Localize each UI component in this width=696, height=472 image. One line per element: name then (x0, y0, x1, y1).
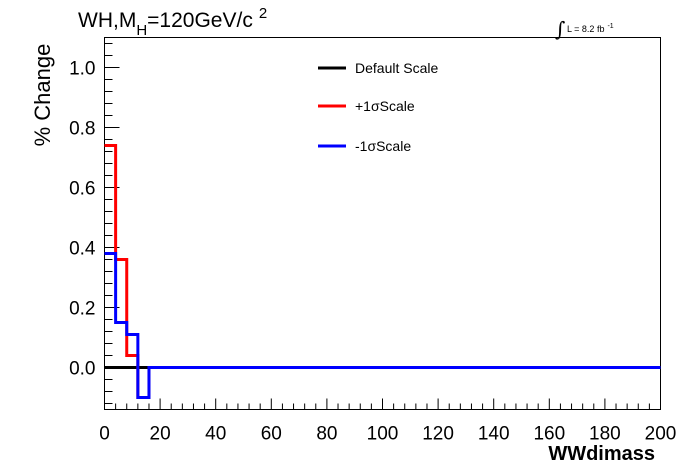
y-axis-label: % Change (30, 44, 55, 147)
x-axis-label: WWdimass (548, 443, 655, 465)
lumi-label: L = 8.2 fb -1 (567, 23, 614, 34)
y-tick-label: 0.4 (69, 239, 96, 260)
x-tick-label: 140 (478, 424, 510, 445)
y-tick-label: 0.6 (69, 179, 95, 200)
series-line-1 (104, 144, 661, 399)
x-tick-label: 100 (367, 424, 399, 445)
x-tick-label: 40 (205, 424, 226, 445)
lumi-text: L = 8.2 fb (567, 24, 604, 34)
x-tick-label: 80 (316, 424, 337, 445)
title-main: WH,M (78, 9, 136, 32)
legend-label-default: Default Scale (355, 60, 438, 76)
lumi-superscript: -1 (607, 23, 613, 30)
lumi-integral: ∫ (555, 17, 565, 41)
y-tick-label: 0.2 (69, 299, 95, 320)
y-tick-label: 0.0 (69, 359, 95, 380)
x-tick-label: 200 (645, 424, 677, 445)
x-axis-tick-labels: 0 20 40 60 80 100 120 140 160 180 200 (99, 424, 676, 445)
legend-label-plus: +1σScale (355, 98, 415, 114)
series-line-2 (104, 252, 661, 399)
x-tick-label: 60 (261, 424, 282, 445)
y-tick-label: 0.8 (69, 119, 95, 140)
x-axis-ticks (104, 398, 661, 410)
series-group (104, 144, 661, 399)
y-tick-label: 1.0 (69, 59, 95, 80)
title-subscript: H (136, 22, 147, 39)
legend-label-minus: -1σScale (355, 138, 411, 154)
x-tick-label: 160 (533, 424, 565, 445)
y-axis-ticks (104, 43, 120, 404)
x-tick-label: 120 (422, 424, 454, 445)
chart-title: WH,MH=120GeV/c 2 (78, 5, 267, 39)
title-superscript: 2 (259, 5, 267, 22)
legend: Default Scale +1σScale -1σScale (318, 60, 438, 154)
title-rest: =120GeV/c (147, 9, 253, 32)
x-tick-label: 180 (589, 424, 621, 445)
x-tick-label: 0 (99, 424, 110, 445)
plot-frame (104, 37, 661, 410)
y-axis-tick-labels: 0.0 0.2 0.4 0.6 0.8 1.0 (69, 59, 96, 380)
x-tick-label: 20 (150, 424, 171, 445)
